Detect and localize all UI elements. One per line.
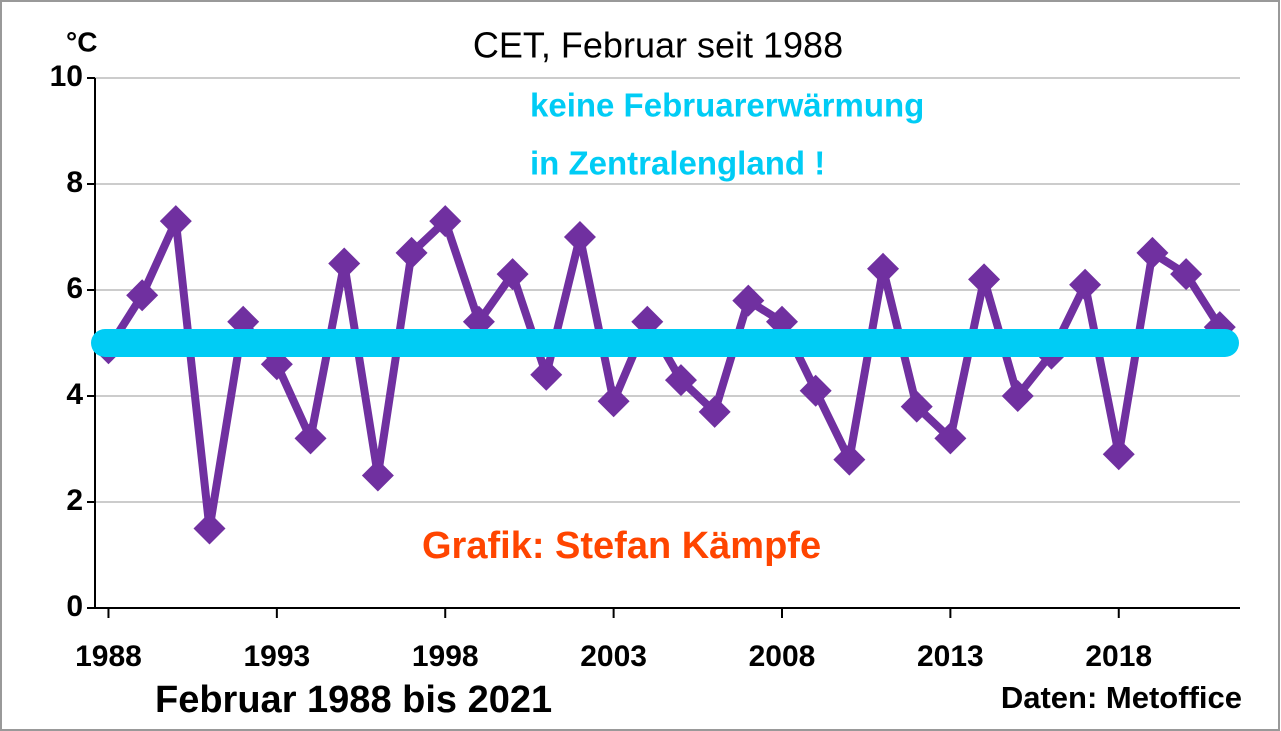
annotation: Februar 1988 bis 2021 [155, 679, 552, 721]
marker [968, 263, 1001, 296]
y-tick-label: 6 [66, 272, 83, 305]
marker [1102, 438, 1135, 471]
marker [193, 512, 226, 545]
y-tick-label: 4 [66, 378, 83, 411]
x-tick-label: 2003 [580, 640, 647, 673]
marker [563, 221, 596, 253]
marker [530, 358, 563, 391]
marker [1001, 380, 1034, 412]
marker [1069, 268, 1102, 301]
marker [496, 258, 529, 291]
marker [1170, 258, 1203, 291]
annotation: Grafik: Stefan Kämpfe [422, 525, 821, 567]
marker [429, 205, 462, 238]
marker [799, 374, 832, 407]
x-tick-label: 2013 [917, 640, 984, 673]
marker [934, 422, 967, 455]
annotation: keine Februarerwärmung [530, 87, 924, 124]
marker [294, 422, 327, 455]
marker [126, 279, 159, 312]
marker [833, 443, 866, 476]
y-tick-label: 10 [50, 60, 83, 93]
marker [159, 205, 192, 238]
marker [698, 395, 731, 428]
marker [361, 459, 394, 492]
annotation: Daten: Metoffice [1001, 680, 1242, 715]
marker [732, 284, 765, 317]
x-tick-label: 2008 [749, 640, 816, 673]
marker [395, 236, 428, 269]
x-tick-label: 2018 [1085, 640, 1152, 673]
annotation: in Zentralengland ! [530, 145, 825, 182]
y-tick-label: 8 [66, 166, 83, 199]
marker [1136, 236, 1169, 269]
x-tick-label: 1993 [243, 640, 310, 673]
y-unit: °C [66, 26, 97, 57]
y-tick-label: 2 [66, 484, 83, 517]
marker [900, 390, 933, 423]
marker [867, 252, 900, 285]
y-tick-label: 0 [66, 590, 83, 623]
chart-title: CET, Februar seit 1988 [473, 25, 843, 66]
x-tick-label: 1988 [75, 640, 142, 673]
marker [597, 385, 630, 418]
marker [328, 247, 361, 280]
marker [664, 364, 697, 397]
x-tick-label: 1998 [412, 640, 479, 673]
